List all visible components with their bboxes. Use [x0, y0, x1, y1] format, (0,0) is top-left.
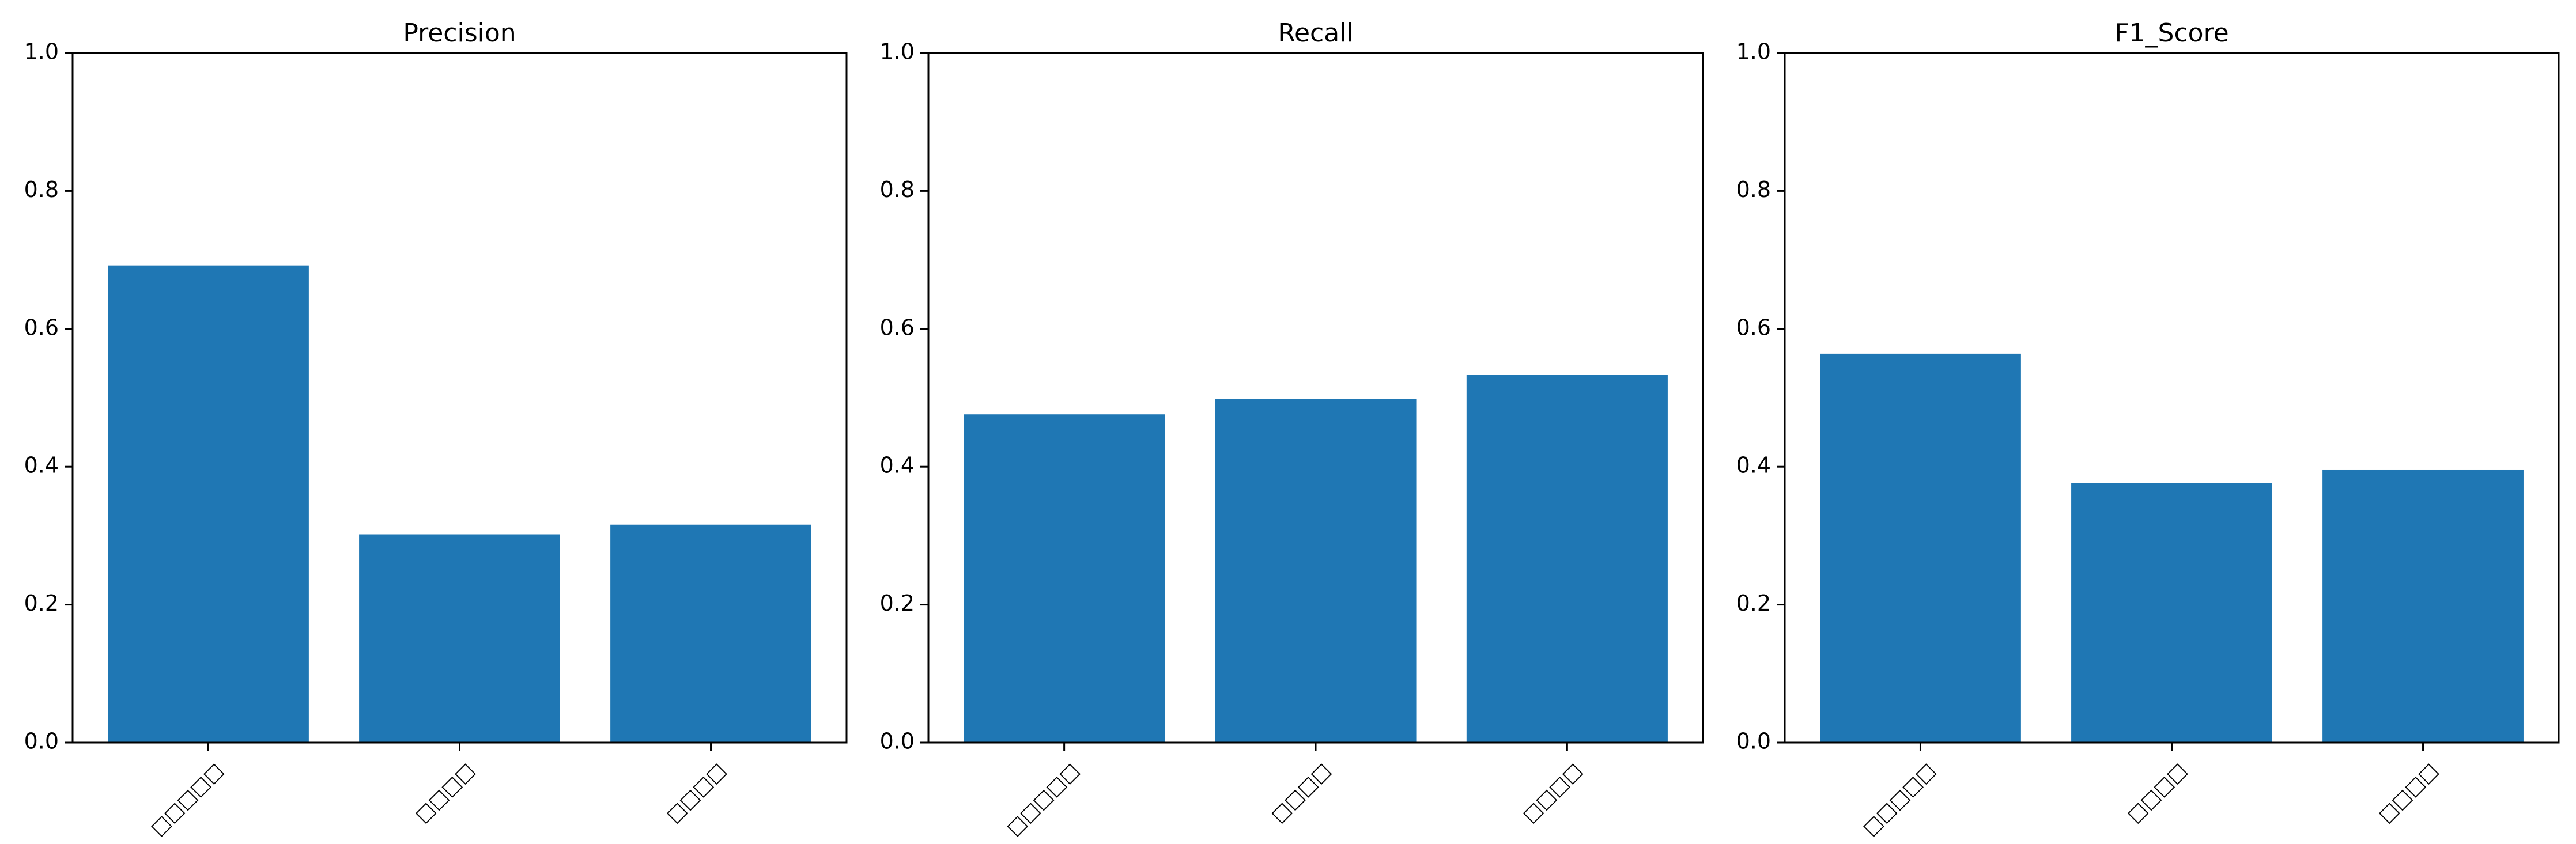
bar-1: [964, 414, 1165, 743]
bar-3: [610, 524, 811, 743]
y-tick-label: 0.0: [24, 729, 59, 754]
y-tick-label: 0.6: [880, 315, 915, 340]
y-tick-label: 0.2: [24, 591, 59, 616]
y-tick-label: 1.0: [24, 39, 59, 65]
x-tick-label: □□□□: [1267, 759, 1335, 827]
chart-title: F1_Score: [2114, 18, 2229, 48]
bar-2: [359, 534, 560, 743]
chart-panel-1: 0.00.20.40.60.81.0□□□□□ □□□□ □□□□Precision: [24, 18, 848, 841]
y-tick-label: 0.0: [1736, 729, 1771, 754]
chart-title: Precision: [403, 18, 516, 48]
y-tick-label: 1.0: [1736, 39, 1771, 65]
y-tick-label: 1.0: [880, 39, 915, 65]
x-tick-label: □□□□: [662, 759, 730, 827]
x-tick-label: □□□□□: [1002, 759, 1084, 841]
y-tick-label: 0.2: [880, 591, 915, 616]
x-tick-label: □□□□: [2374, 759, 2442, 827]
bar-3: [2322, 469, 2524, 743]
y-tick-label: 0.8: [24, 177, 59, 202]
x-tick-label: □□□□□: [146, 759, 228, 841]
y-tick-label: 0.2: [1736, 591, 1771, 616]
y-tick-label: 0.4: [24, 453, 59, 478]
chart-title: Recall: [1278, 18, 1353, 48]
y-tick-label: 0.8: [1736, 177, 1771, 202]
bar-1: [1820, 353, 2021, 743]
y-tick-label: 0.4: [880, 453, 915, 478]
bar-2: [1215, 399, 1417, 743]
bar-3: [1466, 374, 1668, 743]
y-tick-label: 0.6: [24, 315, 59, 340]
bar-2: [2071, 483, 2272, 743]
y-tick-label: 0.4: [1736, 453, 1771, 478]
chart-panel-2: 0.00.20.40.60.81.0□□□□□ □□□□ □□□□Recall: [880, 18, 1704, 841]
y-tick-label: 0.0: [880, 729, 915, 754]
x-tick-label: □□□□: [410, 759, 479, 827]
bar-1: [108, 265, 309, 743]
x-tick-label: □□□□□: [1858, 759, 1940, 841]
y-tick-label: 0.8: [880, 177, 915, 202]
chart-panel-3: 0.00.20.40.60.81.0□□□□□ □□□□ □□□□F1_Score: [1736, 18, 2560, 841]
x-tick-label: □□□□: [2122, 759, 2191, 827]
y-tick-label: 0.6: [1736, 315, 1771, 340]
x-tick-label: □□□□: [1518, 759, 1587, 827]
